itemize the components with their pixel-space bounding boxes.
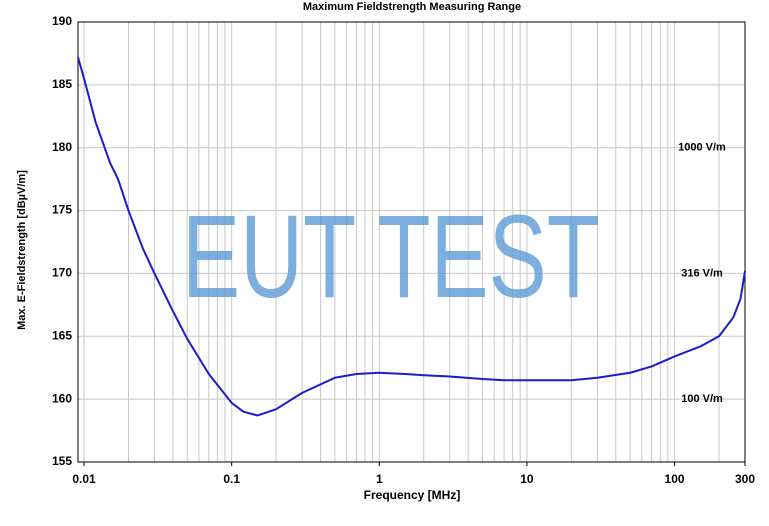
x-tick-label: 0.1	[223, 472, 240, 486]
x-tick-label: 100	[665, 472, 685, 486]
x-axis-label: Frequency [MHz]	[364, 488, 461, 502]
annotation: 316 V/m	[681, 267, 723, 279]
y-tick-label: 190	[52, 14, 72, 28]
y-tick-label: 180	[52, 140, 72, 154]
y-tick-label: 185	[52, 77, 72, 91]
annotation: 100 V/m	[681, 393, 723, 405]
y-axis-label: Max. E-Fieldstrength [dBµV/m]	[16, 170, 28, 330]
x-tick-label: 10	[520, 472, 534, 486]
chart-title: Maximum Fieldstrength Measuring Range	[303, 1, 521, 13]
y-tick-label: 175	[52, 203, 72, 217]
watermark: EUT TEST	[182, 191, 600, 323]
x-tick-label: 1	[376, 472, 383, 486]
x-tick-label: 300	[735, 472, 755, 486]
x-tick-label: 0.01	[72, 472, 96, 486]
y-tick-label: 165	[52, 328, 72, 342]
annotation: 1000 V/m	[678, 142, 726, 154]
plot-frame	[77, 21, 746, 463]
data-line	[77, 56, 746, 417]
y-tick-label: 170	[52, 266, 72, 280]
y-tick-label: 160	[52, 391, 72, 405]
y-tick-label: 155	[52, 454, 72, 468]
